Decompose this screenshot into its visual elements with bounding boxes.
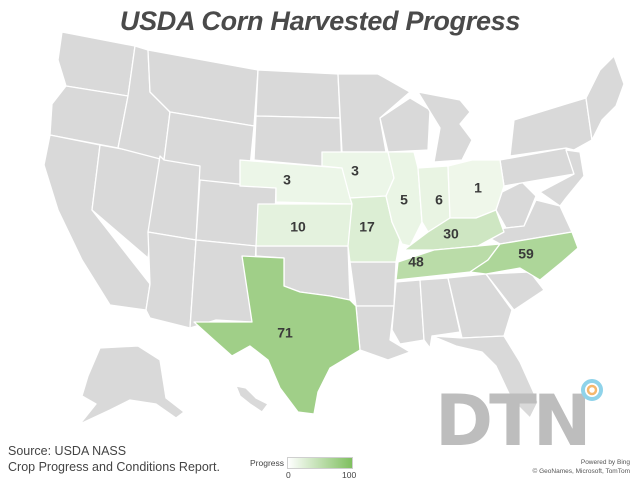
state-arizona bbox=[145, 231, 197, 329]
label-texas: 71 bbox=[277, 325, 293, 341]
map-title: USDA Corn Harvested Progress bbox=[119, 6, 521, 36]
state-georgia bbox=[447, 273, 513, 339]
state-new-mexico bbox=[189, 239, 257, 329]
legend-gradient-bar bbox=[287, 457, 353, 469]
reporting-states bbox=[193, 151, 579, 415]
state-north-carolina bbox=[469, 231, 579, 281]
state-wisconsin bbox=[379, 97, 431, 153]
powered-by: Powered by Bing bbox=[580, 459, 630, 466]
legend-title: Progress bbox=[250, 458, 285, 468]
state-texas bbox=[193, 255, 361, 415]
source-note: Source: USDA NASS Crop Progress and Cond… bbox=[8, 443, 220, 475]
state-north-dakota bbox=[255, 69, 341, 119]
dtn-logo: DTN bbox=[435, 380, 591, 462]
label-ohio: 1 bbox=[474, 180, 482, 196]
label-kentucky: 30 bbox=[443, 226, 459, 242]
state-new-york bbox=[509, 97, 593, 157]
gray-states bbox=[43, 31, 625, 425]
state-alaska bbox=[79, 345, 185, 425]
legend-min: 0 bbox=[286, 470, 291, 480]
map-credits: Powered by Bing © GeoNames, Microsoft, T… bbox=[533, 458, 631, 476]
label-iowa: 3 bbox=[351, 163, 359, 179]
label-indiana: 6 bbox=[435, 192, 443, 208]
state-mississippi bbox=[391, 279, 425, 345]
state-illinois bbox=[385, 151, 423, 247]
source-line-1: Source: USDA NASS bbox=[8, 444, 127, 458]
state-new-england bbox=[585, 55, 625, 141]
state-michigan bbox=[417, 91, 473, 163]
map-copyright: © GeoNames, Microsoft, TomTom bbox=[532, 468, 631, 475]
label-illinois: 5 bbox=[400, 192, 408, 208]
label-kansas: 10 bbox=[290, 219, 306, 235]
source-line-2: Crop Progress and Conditions Report. bbox=[8, 460, 220, 474]
label-north-carolina: 59 bbox=[518, 246, 534, 262]
label-nebraska: 3 bbox=[283, 172, 291, 188]
label-tennessee: 48 bbox=[408, 254, 424, 270]
state-south-carolina bbox=[485, 271, 545, 311]
state-arkansas bbox=[349, 261, 397, 307]
legend-max: 100 bbox=[342, 470, 357, 480]
state-mid-atlantic bbox=[539, 149, 585, 207]
dtn-logo-text: DTN bbox=[435, 380, 591, 462]
state-labels: 3 3 5 6 1 10 17 30 48 59 71 bbox=[277, 163, 534, 341]
label-missouri: 17 bbox=[359, 219, 375, 235]
dtn-logo-dot-icon bbox=[581, 379, 603, 401]
state-hawaii bbox=[235, 385, 269, 413]
state-florida bbox=[431, 335, 539, 419]
